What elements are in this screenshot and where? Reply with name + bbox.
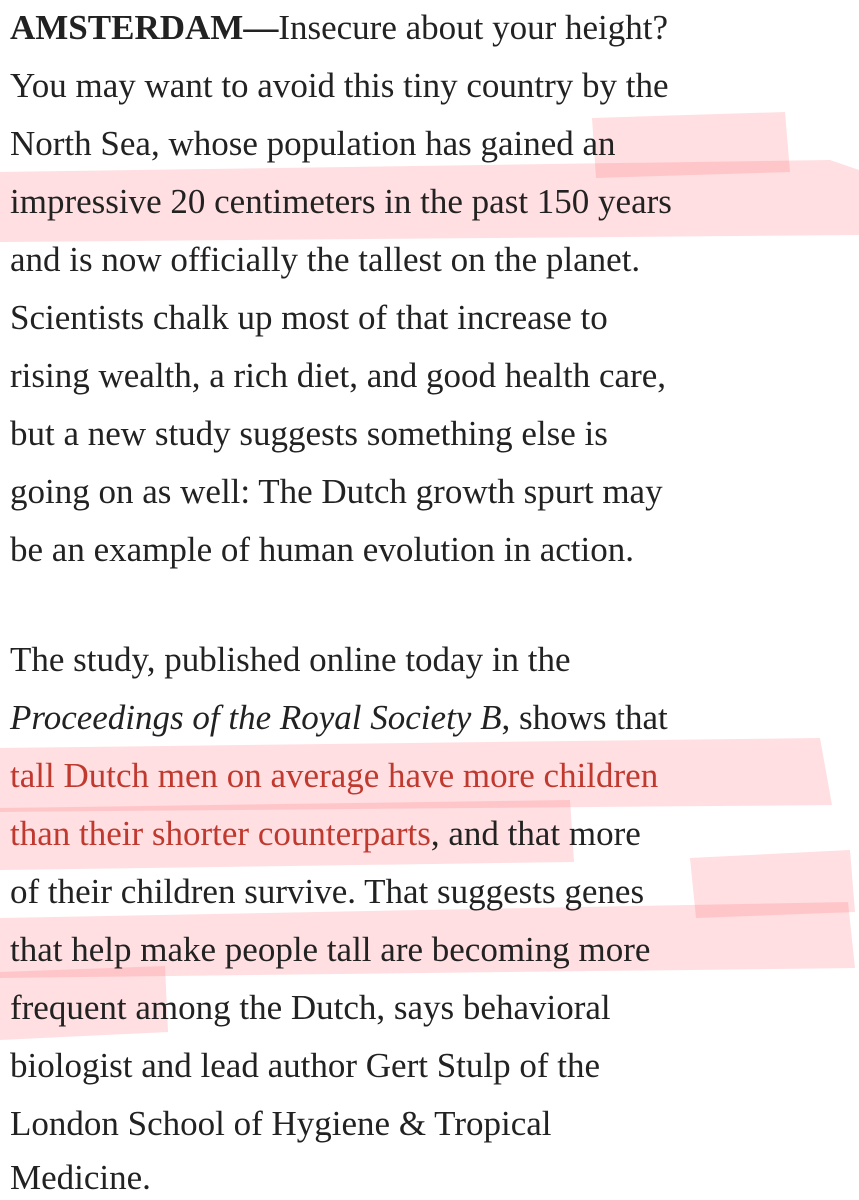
highlight-marks	[0, 112, 859, 1040]
highlight	[0, 738, 832, 812]
journal: Proceedings of the Royal Society B	[10, 698, 502, 737]
line: rising wealth, a rich diet, and good hea…	[10, 356, 667, 395]
dateline: AMSTERDAM—	[10, 8, 279, 47]
highlight	[0, 902, 855, 978]
text: , shows that	[501, 698, 668, 737]
line: Proceedings of the Royal Society B, show…	[10, 698, 668, 738]
line: than their shorter counterparts, and tha…	[10, 814, 641, 854]
line: of their children survive. That suggests…	[10, 872, 645, 911]
line: The study, published online today in the	[10, 640, 571, 679]
line: AMSTERDAM—Insecure about your height?	[10, 8, 668, 48]
text: , and that more	[430, 814, 641, 853]
highlight	[592, 112, 790, 178]
line: North Sea, whose population has gained a…	[10, 124, 616, 163]
line: You may want to avoid this tiny country …	[10, 66, 669, 105]
line: tall Dutch men on average have more chil…	[10, 756, 659, 795]
line: and is now officially the tallest on the…	[10, 240, 641, 279]
line: be an example of human evolution in acti…	[10, 530, 634, 569]
line: impressive 20 centimeters in the past 15…	[10, 182, 672, 221]
line: Medicine.	[10, 1158, 151, 1197]
line: biologist and lead author Gert Stulp of …	[10, 1046, 601, 1085]
line: that help make people tall are becoming …	[10, 930, 651, 969]
line: going on as well: The Dutch growth spurt…	[10, 472, 663, 511]
line: Scientists chalk up most of that increas…	[10, 298, 608, 337]
highlight	[0, 160, 859, 242]
highlight	[690, 850, 855, 918]
highlight	[0, 800, 574, 870]
highlight	[0, 966, 168, 1040]
line: frequent among the Dutch, says behaviora…	[10, 988, 611, 1027]
text: Insecure about your height?	[278, 8, 669, 47]
link-text: than their shorter counterparts	[10, 814, 431, 853]
line: but a new study suggests something else …	[10, 414, 608, 453]
line: London School of Hygiene & Tropical	[10, 1104, 552, 1143]
